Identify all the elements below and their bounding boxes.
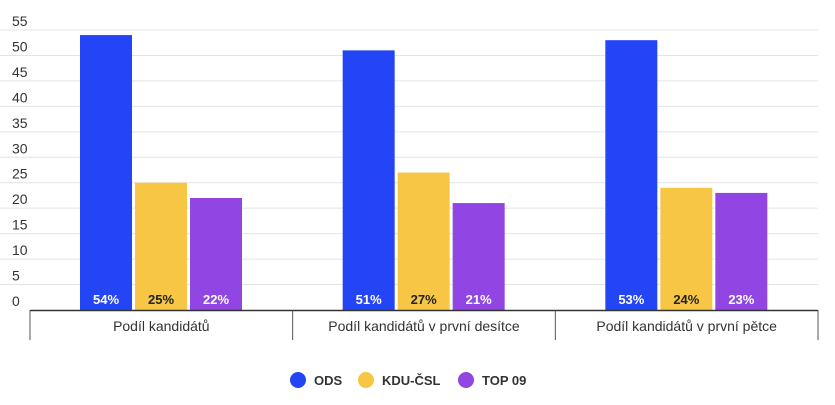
category-label: Podíl kandidátů v první desítce [328,318,520,334]
bar-kdu-sl[interactable] [397,172,450,310]
y-tick-label: 30 [12,140,28,156]
bar-value-label: 51% [356,292,382,307]
bars [80,35,768,310]
category-label: Podíl kandidátů v první pětce [596,318,777,334]
bar-value-label: 21% [466,292,492,307]
y-tick-label: 10 [12,242,28,258]
y-tick-label: 35 [12,115,28,131]
bar-ods[interactable] [80,35,132,310]
bar-top-09[interactable] [715,192,768,310]
bar-ods[interactable] [342,50,395,310]
category-label: Podíl kandidátů [113,318,210,334]
legend-swatch [358,372,374,388]
y-tick-label: 15 [12,217,28,233]
y-tick-label: 40 [12,89,28,105]
legend-label: ODS [314,373,343,388]
y-tick-label: 45 [12,64,28,80]
y-axis-ticks: 0 5 10 15 20 25 30 35 40 45 50 55 [12,13,28,309]
legend-label: KDU-ČSL [382,373,441,388]
bar-value-label: 25% [148,292,174,307]
legend[interactable]: ODS KDU-ČSL TOP 09 [290,372,526,388]
bar-top-09[interactable] [452,203,505,310]
legend-swatch [290,372,306,388]
y-tick-label: 25 [12,166,28,182]
bar-ods[interactable] [605,40,658,310]
data-labels: 54% 25% 22% 51% 27% 21% 53% 24% 23% [93,292,755,307]
legend-item-kdu-sl[interactable]: KDU-ČSL [358,372,441,388]
y-tick-label: 20 [12,191,28,207]
bar-value-label: 54% [93,292,119,307]
bar-value-label: 22% [203,292,229,307]
y-tick-label: 5 [12,268,20,284]
bar-kdu-sl[interactable] [660,187,713,310]
legend-label: TOP 09 [482,373,526,388]
bar-value-label: 24% [673,292,699,307]
y-tick-label: 0 [12,293,20,309]
bar-kdu-sl[interactable] [135,182,187,310]
y-tick-label: 50 [12,38,28,54]
bar-value-label: 27% [411,292,437,307]
legend-item-top-09[interactable]: TOP 09 [458,372,526,388]
bar-value-label: 23% [728,292,754,307]
bar-value-label: 53% [618,292,644,307]
legend-item-ods[interactable]: ODS [290,372,343,388]
bar-top-09[interactable] [190,198,242,310]
x-axis: Podíl kandidátů Podíl kandidátů v první d… [29,309,819,340]
y-tick-label: 55 [12,13,28,29]
legend-swatch [458,372,474,388]
